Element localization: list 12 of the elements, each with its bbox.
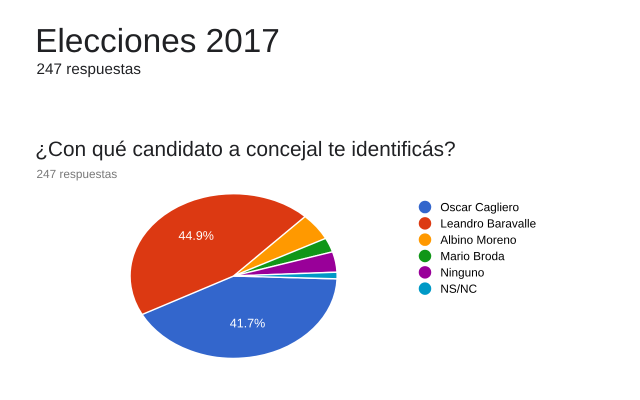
chart-subtitle: 247 respuestas (37, 63, 140, 78)
chart-title: Elecciones 2017 (38, 28, 278, 52)
legend-label: Mario Broda (441, 252, 505, 260)
text: 247 respuestas (37, 170, 117, 180)
data-label: 44.9% (178, 231, 214, 240)
legend-label: Albino Moreno (440, 235, 516, 244)
legend-label: NS/NC (441, 284, 477, 293)
legend-label: Leandro Baravalle (441, 218, 536, 228)
text: ¿Con qué candidato a concejal te identificás? (36, 140, 455, 160)
legend-label: Ninguno (441, 268, 484, 279)
legend-label: Oscar Cagliero (440, 202, 519, 214)
data-label: 41.7% (230, 318, 265, 328)
